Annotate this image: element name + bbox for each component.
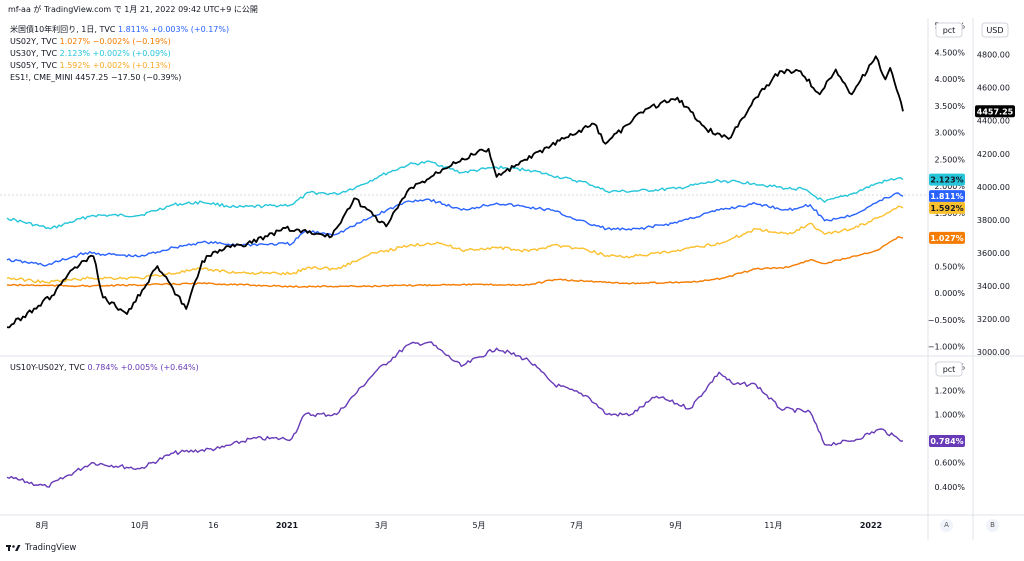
brand-name: TradingView xyxy=(25,543,77,553)
last-value-label-text: 4457.25 xyxy=(977,107,1014,116)
last-value-label xyxy=(975,105,1015,118)
legend-row-us30y[interactable]: US30Y, TVC 2.123% +0.002% (+0.09%) xyxy=(10,48,229,60)
legend-row-us05y[interactable]: US05Y, TVC 1.592% +0.002% (+0.13%) xyxy=(10,60,229,72)
publish-header: mf-aa が TradingView.com で 1月 21, 2022 09… xyxy=(8,5,258,14)
pct-axis-tick: −1.000% xyxy=(928,343,966,352)
spread-axis-tick: 1.000% xyxy=(934,411,965,420)
time-axis-tick: 2022 xyxy=(860,521,882,530)
series-line-es1- xyxy=(6,55,904,329)
series-line-us30y xyxy=(6,160,904,230)
legend-value: 2.123% xyxy=(59,49,91,58)
pct-unit-badge xyxy=(935,22,963,38)
usd-axis-tick: 4800.00 xyxy=(977,51,1010,60)
legend-value: 0.784% xyxy=(87,363,119,372)
legend-symbol: US30Y, TVC xyxy=(10,49,58,58)
time-axis-tick: 10月 xyxy=(131,521,149,530)
legend-value: 1.592% xyxy=(59,61,91,70)
legend-symbol: US02Y, TVC xyxy=(10,37,58,46)
legend-symbol: US10Y-US02Y, TVC xyxy=(10,363,85,372)
usd-axis-tick: 3600.00 xyxy=(977,249,1010,258)
usd-axis-tick: 4000.00 xyxy=(977,183,1010,192)
tradingview-footer: TradingView xyxy=(6,543,76,553)
bars-button[interactable]: B xyxy=(986,519,999,532)
last-value-label-text: 1.027% xyxy=(930,234,963,243)
last-value-label xyxy=(929,231,965,244)
pct-axis-tick: 0.000% xyxy=(934,289,965,298)
legend-change: +0.002% (+0.09%) xyxy=(92,49,171,58)
series-line-us10y-us02y xyxy=(6,341,904,488)
last-value-label-text: 2.123% xyxy=(930,176,963,185)
pct-unit-label: pct xyxy=(943,26,956,35)
pct-axis-tick: 4.500% xyxy=(934,48,965,57)
pct-axis-tick: −0.500% xyxy=(928,316,966,325)
legend-symbol: US05Y, TVC xyxy=(10,61,58,70)
time-axis-tick: 9月 xyxy=(669,521,682,530)
legend-value: 4457.25 xyxy=(75,73,109,82)
last-value-label xyxy=(929,173,965,186)
legend-symbol: 米国債10年利回り, 1日, TVC xyxy=(10,25,116,34)
legend-row-es1[interactable]: ES1!, CME_MINI 4457.25 −17.50 (−0.39%) xyxy=(10,72,229,84)
last-value-label-text: 1.811% xyxy=(930,192,963,201)
legend-value: 1.027% xyxy=(59,37,91,46)
last-value-label xyxy=(929,190,965,203)
legend-change: −0.002% (−0.19%) xyxy=(92,37,171,46)
spread-axis-tick: 0.400% xyxy=(934,483,965,492)
legend-change: −17.50 (−0.39%) xyxy=(110,73,182,82)
legend-row-us10y[interactable]: 米国債10年利回り, 1日, TVC 1.811% +0.003% (+0.17… xyxy=(10,24,229,36)
legend-row-spread[interactable]: US10Y-US02Y, TVC 0.784% +0.005% (+0.64%) xyxy=(10,362,199,374)
legend-symbol: ES1!, CME_MINI xyxy=(10,73,73,82)
usd-axis-tick: 3200.00 xyxy=(977,315,1010,324)
usd-axis-tick: 3800.00 xyxy=(977,216,1010,225)
last-value-label xyxy=(929,201,965,214)
auto-scale-button[interactable]: A xyxy=(940,519,953,532)
pct-axis-tick: 3.000% xyxy=(934,129,965,138)
pct-axis-tick: 2.500% xyxy=(934,155,965,164)
spread-axis-tick: 0.600% xyxy=(934,459,965,468)
last-value-label-text: 0.784% xyxy=(930,437,963,446)
pct-axis-tick: 0.500% xyxy=(934,262,965,271)
pct-axis-tick: 4.000% xyxy=(934,75,965,84)
time-axis-tick: 8月 xyxy=(36,521,49,530)
spread-unit-badge xyxy=(935,361,963,377)
usd-unit-badge xyxy=(981,22,1009,38)
usd-unit-label: USD xyxy=(986,26,1003,35)
legend-value: 1.811% xyxy=(117,25,149,34)
usd-axis-tick: 4200.00 xyxy=(977,150,1010,159)
time-axis-tick: 5月 xyxy=(472,521,485,530)
time-axis-tick: 7月 xyxy=(570,521,583,530)
last-value-label-text: 1.592% xyxy=(930,204,963,213)
pct-axis-tick: 3.500% xyxy=(934,102,965,111)
last-value-label xyxy=(929,435,965,448)
usd-axis-tick: 4600.00 xyxy=(977,84,1010,93)
legend-change: +0.002% (+0.13%) xyxy=(92,61,171,70)
spread-axis-tick: 1.200% xyxy=(934,386,965,395)
legend-change: +0.003% (+0.17%) xyxy=(151,25,230,34)
lower-pane-legend: US10Y-US02Y, TVC 0.784% +0.005% (+0.64%) xyxy=(10,362,199,374)
tradingview-logo-icon xyxy=(6,545,21,551)
time-axis-tick: 16 xyxy=(208,521,218,530)
legend-change: +0.005% (+0.64%) xyxy=(120,363,199,372)
usd-axis-tick: 4400.00 xyxy=(977,117,1010,126)
series-line-us05y xyxy=(6,205,904,284)
main-pane-legend: 米国債10年利回り, 1日, TVC 1.811% +0.003% (+0.17… xyxy=(10,24,229,84)
series-line-us10y xyxy=(6,192,904,267)
time-axis-tick: 11月 xyxy=(764,521,782,530)
legend-row-us02y[interactable]: US02Y, TVC 1.027% −0.002% (−0.19%) xyxy=(10,36,229,48)
usd-axis-tick: 3400.00 xyxy=(977,282,1010,291)
time-axis-tick: 3月 xyxy=(375,521,388,530)
time-axis-tick: 2021 xyxy=(276,521,299,530)
spread-unit-label: pct xyxy=(943,365,956,374)
usd-axis-tick: 3000.00 xyxy=(977,348,1010,357)
pct-axis-tick: 2.000% xyxy=(934,182,965,191)
series-line-us02y xyxy=(6,236,904,288)
